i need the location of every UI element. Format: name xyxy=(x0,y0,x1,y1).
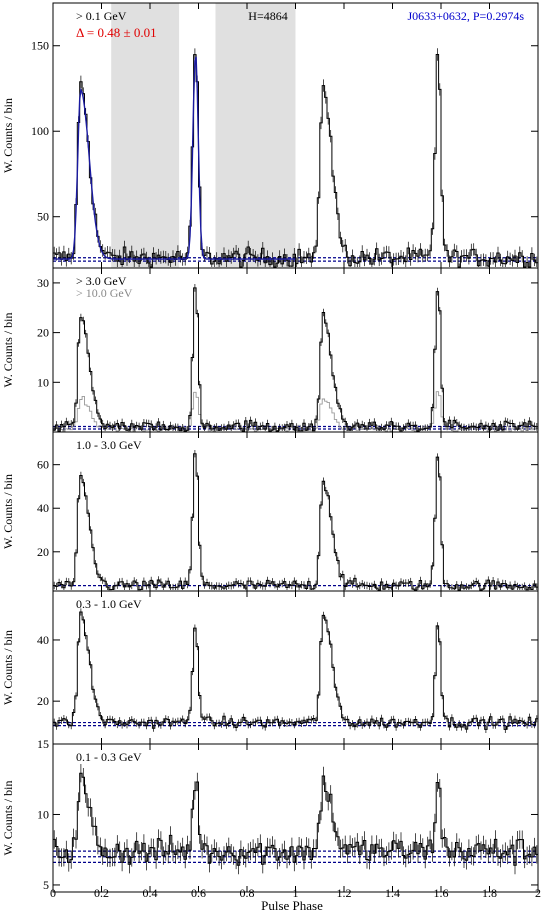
panel-frame xyxy=(52,431,539,592)
y-tick-label: 100 xyxy=(31,124,49,138)
error-bars xyxy=(53,608,538,733)
energy-label: 0.1 - 0.3 GeV xyxy=(76,750,142,764)
energy-label: > 3.0 GeV xyxy=(76,274,127,288)
y-tick-label: 15 xyxy=(37,737,49,751)
error-bars xyxy=(53,450,538,590)
y-tick-label: 20 xyxy=(37,545,49,559)
model-fit-curve xyxy=(53,56,296,260)
offpulse-region xyxy=(215,3,296,268)
x-tick-label: 0.6 xyxy=(191,886,206,900)
source-label: J0633+0632, P=0.2974s xyxy=(407,9,524,23)
y-tick-label: 30 xyxy=(37,276,49,290)
energy-label: 1.0 - 3.0 GeV xyxy=(76,438,142,452)
panel-p4: 20 40 W. Counts / bin 0.3 - 1.0 GeV xyxy=(1,590,539,745)
y-axis-label: W. Counts / bin xyxy=(1,474,15,549)
panel-p5: 5 10 15 W. Counts / bin 0.1 - 0.3 GeV xyxy=(1,737,539,893)
x-tick-label: 1.6 xyxy=(434,886,449,900)
y-tick-label: 10 xyxy=(37,375,49,389)
panel-frame xyxy=(52,590,539,745)
histogram-high-energy xyxy=(53,391,538,432)
h-test-label: H=4864 xyxy=(248,9,287,23)
x-tick-label: 0 xyxy=(50,886,56,900)
histogram-p3 xyxy=(53,453,538,591)
y-tick-label: 150 xyxy=(31,39,49,53)
energy-label: > 0.1 GeV xyxy=(76,9,127,23)
x-tick-label: 0.8 xyxy=(240,886,255,900)
histogram-p2 xyxy=(53,287,538,432)
x-tick-label: 1 xyxy=(293,886,299,900)
x-tick-label: 1.8 xyxy=(482,886,497,900)
panel-frame xyxy=(52,743,539,893)
error-bars xyxy=(53,284,538,431)
x-axis-label: Pulse Phase xyxy=(261,898,323,913)
x-tick-label: 1.4 xyxy=(385,886,400,900)
x-tick-label: 2 xyxy=(535,886,541,900)
y-tick-label: 50 xyxy=(37,210,49,224)
energy-label: 0.3 - 1.0 GeV xyxy=(76,597,142,611)
y-axis-label: W. Counts / bin xyxy=(1,313,15,388)
offpulse-region xyxy=(111,3,180,268)
x-axis: 0 0.2 0.4 0.6 0.8 1 1.2 1.4 1.6 1.8 2 xyxy=(50,886,541,900)
y-tick-label: 10 xyxy=(37,807,49,821)
y-axis-label: W. Counts / bin xyxy=(1,98,15,173)
histogram-p4 xyxy=(53,611,538,730)
x-tick-label: 1.2 xyxy=(337,886,352,900)
panels-group: 50 100 150 W. Counts / bin > 0.1 GeV Δ = 0.48… xyxy=(1,2,539,893)
y-tick-label: 40 xyxy=(37,501,49,515)
panel-p2: 10 20 30 W. Counts / bin > 3.0 GeV> 10.0 GeV xyxy=(1,267,539,433)
delta-label: Δ = 0.48 ± 0.01 xyxy=(76,25,157,40)
panel-p3: 20 40 60 W. Counts / bin 1.0 - 3.0 GeV xyxy=(1,431,539,592)
y-tick-label: 20 xyxy=(37,326,49,340)
y-tick-label: 20 xyxy=(37,694,49,708)
histogram-p5 xyxy=(53,772,538,866)
y-axis-label: W. Counts / bin xyxy=(1,630,15,705)
y-tick-label: 60 xyxy=(37,458,49,472)
x-tick-label: 0.4 xyxy=(143,886,158,900)
y-tick-label: 5 xyxy=(43,878,49,892)
energy-label-2: > 10.0 GeV xyxy=(76,286,133,300)
y-axis-label: W. Counts / bin xyxy=(1,781,15,856)
y-tick-label: 40 xyxy=(37,633,49,647)
panel-p1: 50 100 150 W. Counts / bin > 0.1 GeV Δ = 0.48… xyxy=(1,2,539,269)
x-tick-label: 0.2 xyxy=(94,886,109,900)
